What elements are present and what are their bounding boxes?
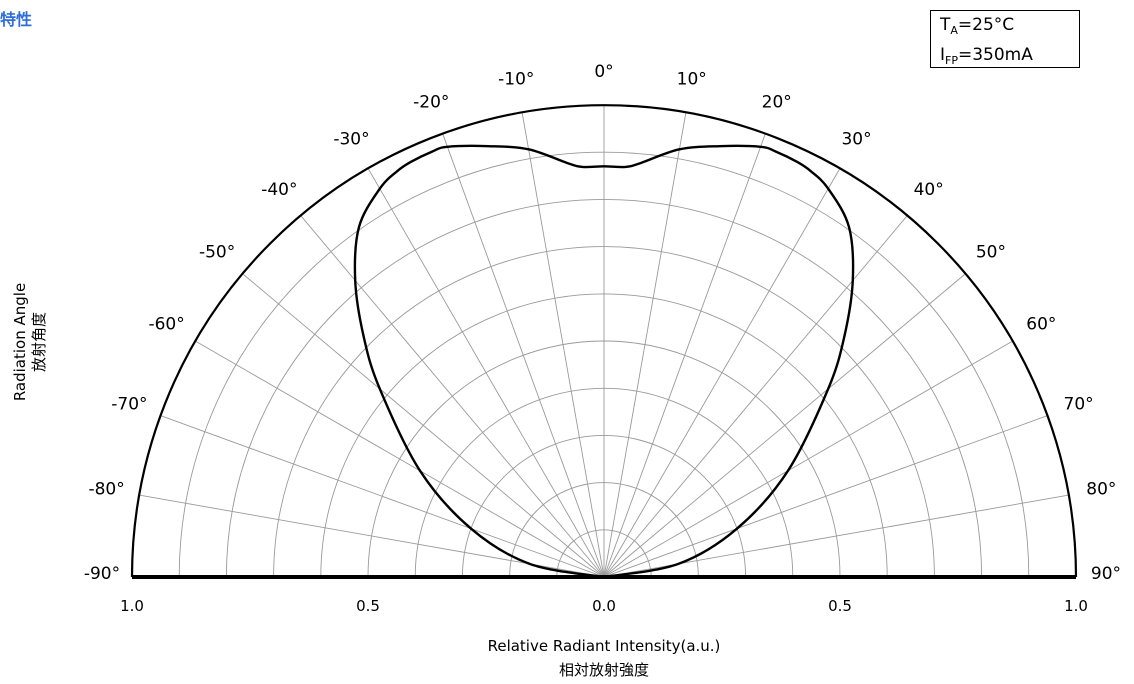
angle-tick-label: 30° xyxy=(841,130,871,150)
section-title: 特性 xyxy=(0,10,33,29)
grid-spoke xyxy=(300,215,605,578)
current-symbol: I xyxy=(940,45,946,65)
y-axis-label-ja: 放射角度 xyxy=(30,311,48,373)
series-layer xyxy=(353,144,855,579)
angle-tick-label: -50° xyxy=(199,242,235,262)
radial-tick-label: 1.0 xyxy=(120,597,144,615)
temp-subscript: A xyxy=(950,24,958,37)
grid-spoke xyxy=(367,168,605,578)
x-axis-label: Relative Radiant Intensity(a.u.) 相対放射強度 xyxy=(488,634,721,682)
angle-tick-label: 50° xyxy=(976,242,1006,262)
outer-arc xyxy=(130,103,1078,578)
current-subscript: FP xyxy=(945,54,958,67)
grid-spoke xyxy=(603,340,1013,578)
current-value: =350mA xyxy=(957,45,1033,65)
angle-tick-label: 90° xyxy=(1091,564,1121,584)
polar-grid xyxy=(139,105,1069,578)
angle-tick-labels: -90° -80° -70° -60° -50° -40° -30° -20° -10° 0° 10… xyxy=(84,62,1121,584)
angle-tick-label: 60° xyxy=(1026,314,1056,334)
angle-tick-label: 80° xyxy=(1086,479,1116,499)
angle-tick-label: -40° xyxy=(261,180,297,200)
x-axis-label-en: Relative Radiant Intensity(a.u.) xyxy=(487,637,721,655)
angle-tick-label: -10° xyxy=(498,70,534,90)
conditions-box: TA=25°C IFP=350mA xyxy=(930,10,1080,68)
grid-spoke xyxy=(603,168,841,578)
grid-spoke xyxy=(603,415,1048,578)
grid-spoke xyxy=(603,215,908,578)
temp-symbol: T xyxy=(940,15,951,35)
angle-tick-label: 10° xyxy=(677,70,707,90)
grid-spoke xyxy=(603,112,687,578)
radial-tick-label: 0.5 xyxy=(356,597,380,615)
angle-tick-label: -80° xyxy=(88,479,124,499)
y-axis-label-en: Radiation Angle xyxy=(11,282,29,402)
angle-tick-label: 40° xyxy=(914,180,944,200)
radiation-pattern-curve xyxy=(353,144,855,579)
grid-spoke xyxy=(242,273,605,578)
angle-tick-label: -30° xyxy=(333,130,369,150)
grid-spoke xyxy=(603,133,766,578)
angle-tick-label: -90° xyxy=(84,564,120,584)
angle-tick-label: -20° xyxy=(413,92,449,112)
x-axis-label-ja: 相対放射強度 xyxy=(558,661,649,679)
grid-spoke xyxy=(521,112,605,578)
angle-tick-label: 70° xyxy=(1064,394,1094,414)
radial-tick-label: 1.0 xyxy=(1064,597,1088,615)
grid-spoke xyxy=(160,415,605,578)
grid-spoke xyxy=(442,133,605,578)
y-axis-label: Radiation Angle 放射角度 xyxy=(11,283,49,401)
radial-tick-label: 0.0 xyxy=(592,597,616,615)
angle-tick-label: 20° xyxy=(762,92,792,112)
grid-spoke xyxy=(603,273,966,578)
angle-tick-label: -60° xyxy=(148,314,184,334)
angle-tick-label: -70° xyxy=(111,394,147,414)
angle-tick-label: 0° xyxy=(594,62,613,82)
temp-value: =25°C xyxy=(957,15,1015,35)
radial-tick-labels: 1.0 0.5 0.0 0.5 1.0 xyxy=(120,597,1088,615)
grid-spoke xyxy=(195,340,605,578)
condition-temperature: TA=25°C xyxy=(940,13,1079,43)
condition-current: IFP=350mA xyxy=(940,43,1079,73)
radial-tick-label: 0.5 xyxy=(828,597,852,615)
